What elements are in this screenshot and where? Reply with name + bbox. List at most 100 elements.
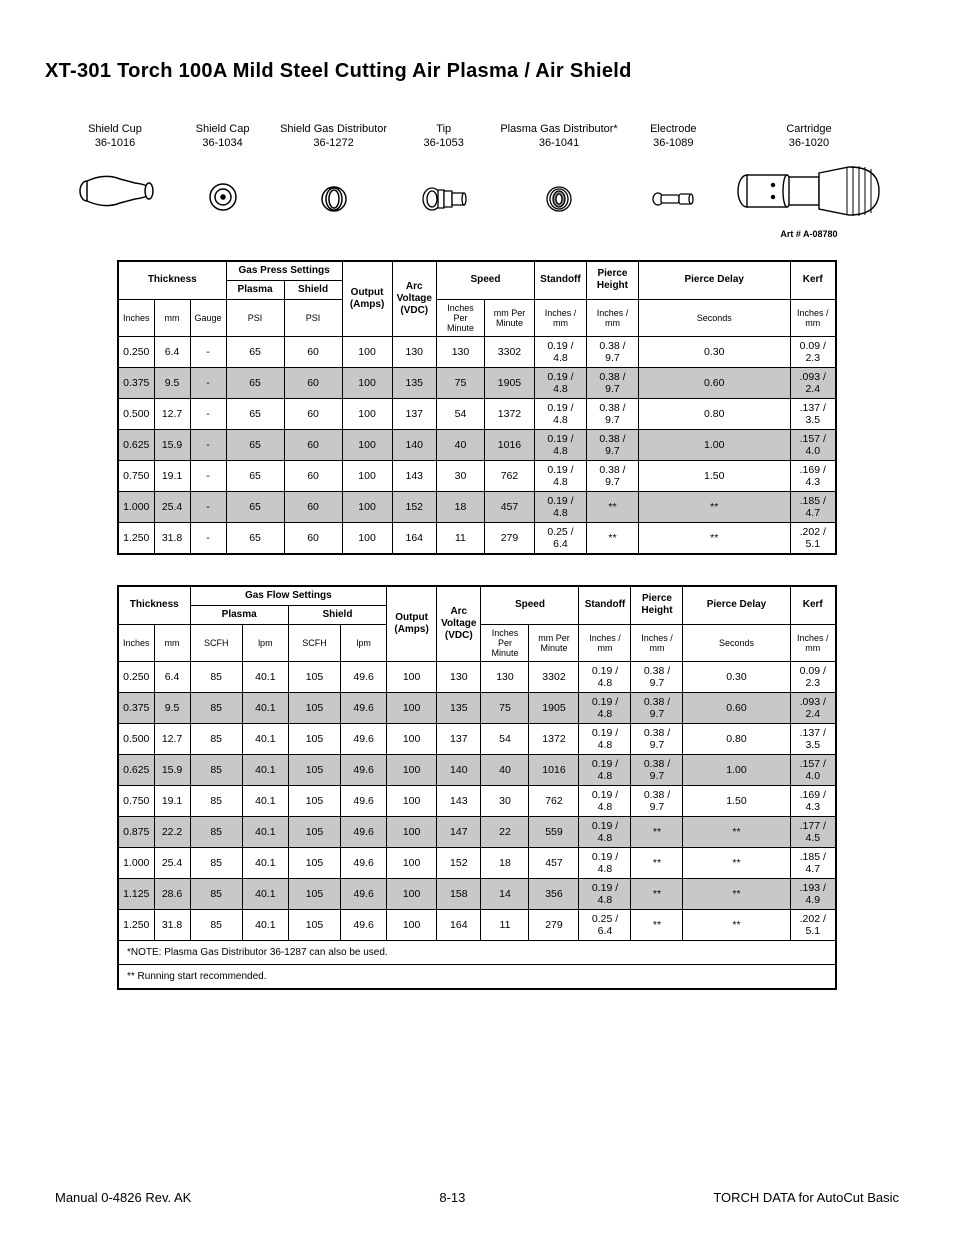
cell: 1.50 — [638, 460, 790, 491]
tip-icon — [418, 155, 470, 227]
cell: 0.500 — [118, 723, 154, 754]
sub-scfh1: SCFH — [190, 624, 242, 661]
cell: .093 / 2.4 — [790, 692, 836, 723]
cell: .157 / 4.0 — [790, 429, 836, 460]
electrode-icon — [648, 155, 698, 227]
col-amps: Output (Amps) — [342, 261, 392, 337]
sub-std: Inches / mm — [534, 299, 586, 336]
cell: 0.19 / 4.8 — [579, 661, 631, 692]
cell: .169 / 4.3 — [790, 785, 836, 816]
page-title: XT-301 Torch 100A Mild Steel Cutting Air… — [45, 60, 909, 83]
col-kerf: Kerf — [790, 261, 836, 300]
cell: 100 — [387, 785, 437, 816]
part-number: 36-1089 — [653, 137, 693, 151]
cell: 152 — [392, 491, 436, 522]
cell: 559 — [529, 816, 579, 847]
cell: - — [190, 429, 226, 460]
footer-center: 8-13 — [439, 1190, 465, 1205]
cell: 3302 — [529, 661, 579, 692]
cell: 100 — [387, 816, 437, 847]
cell: 85 — [190, 816, 242, 847]
cell: 100 — [387, 692, 437, 723]
cell: .169 / 4.3 — [790, 460, 836, 491]
col-standoff: Standoff — [534, 261, 586, 300]
cell: 22 — [481, 816, 529, 847]
cell: 1.00 — [638, 429, 790, 460]
cell: 1.000 — [118, 847, 154, 878]
sub-in: Inches — [118, 624, 154, 661]
cell: 762 — [484, 460, 534, 491]
cell: 130 — [436, 336, 484, 367]
cell: 140 — [392, 429, 436, 460]
sub-lpm2: lpm — [341, 624, 387, 661]
cell: 0.375 — [118, 367, 154, 398]
cell: ** — [683, 909, 790, 940]
part-number: 36-1053 — [424, 137, 464, 151]
part-number: 36-1272 — [313, 137, 353, 151]
page-footer: Manual 0-4826 Rev. AK 8-13 TORCH DATA fo… — [0, 1190, 954, 1205]
cell: 31.8 — [154, 522, 190, 554]
cell: 65 — [226, 522, 284, 554]
cell: 147 — [437, 816, 481, 847]
cell: ** — [631, 816, 683, 847]
cell: 1905 — [529, 692, 579, 723]
part-label: Shield Cap — [196, 123, 250, 137]
cell: 0.60 — [638, 367, 790, 398]
col-gas: Gas Press Settings — [226, 261, 342, 281]
cell: 105 — [288, 661, 340, 692]
cell: 40.1 — [242, 816, 288, 847]
cell: 279 — [484, 522, 534, 554]
cell: .137 / 3.5 — [790, 398, 836, 429]
cell: .093 / 2.4 — [790, 367, 836, 398]
part-number: 36-1034 — [202, 137, 242, 151]
cell: 0.19 / 4.8 — [579, 785, 631, 816]
table-row: 0.87522.28540.110549.6100147225590.19 / … — [118, 816, 836, 847]
cell: 28.6 — [154, 878, 190, 909]
sub-ph: Inches / mm — [586, 299, 638, 336]
cell: 0.25 / 6.4 — [534, 522, 586, 554]
cell: 9.5 — [154, 692, 190, 723]
cell: 49.6 — [341, 816, 387, 847]
col-standoff: Standoff — [579, 586, 631, 625]
cell: 0.38 / 9.7 — [631, 692, 683, 723]
col-pierce-h: Pierce Height — [631, 586, 683, 625]
cut-data-table-psi: Thickness Gas Press Settings Output (Amp… — [117, 260, 837, 555]
cell: 60 — [284, 398, 342, 429]
cell: 40.1 — [242, 909, 288, 940]
part-plasma-gas-dist: Plasma Gas Distributor* 36-1041 — [500, 123, 617, 227]
table-row: 1.12528.68540.110549.6100158143560.19 / … — [118, 878, 836, 909]
cell: 105 — [288, 878, 340, 909]
cell: 0.250 — [118, 336, 154, 367]
cell: 100 — [387, 661, 437, 692]
cell: 49.6 — [341, 692, 387, 723]
cell: 60 — [284, 367, 342, 398]
cell: 14 — [481, 878, 529, 909]
cell: 6.4 — [154, 661, 190, 692]
cell: 49.6 — [341, 909, 387, 940]
cell: 60 — [284, 429, 342, 460]
cell: 18 — [481, 847, 529, 878]
cell: 143 — [437, 785, 481, 816]
cell: 85 — [190, 754, 242, 785]
cell: ** — [683, 847, 790, 878]
cell: 0.38 / 9.7 — [586, 336, 638, 367]
sub-gauge: Gauge — [190, 299, 226, 336]
cell: 0.750 — [118, 785, 154, 816]
sub-scfh2: SCFH — [288, 624, 340, 661]
cell: 11 — [481, 909, 529, 940]
cell: .193 / 4.9 — [790, 878, 836, 909]
cell: 49.6 — [341, 785, 387, 816]
cell: 60 — [284, 460, 342, 491]
cell: .202 / 5.1 — [790, 522, 836, 554]
cell: 1.250 — [118, 522, 154, 554]
cell: 40.1 — [242, 785, 288, 816]
cell: 105 — [288, 909, 340, 940]
cell: 1905 — [484, 367, 534, 398]
cell: 0.38 / 9.7 — [631, 754, 683, 785]
cell: 12.7 — [154, 398, 190, 429]
cell: ** — [638, 491, 790, 522]
cell: 0.09 / 2.3 — [790, 661, 836, 692]
cell: 100 — [342, 429, 392, 460]
part-label: Shield Cup — [88, 123, 142, 137]
cell: 100 — [387, 909, 437, 940]
